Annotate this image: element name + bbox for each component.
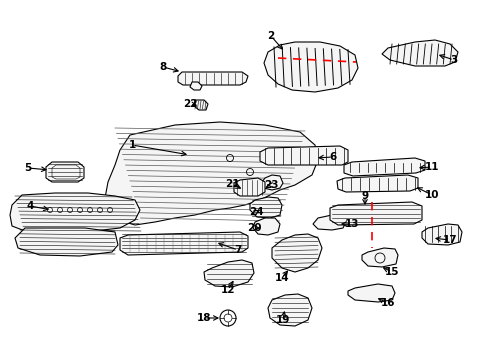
Polygon shape — [178, 72, 248, 85]
Text: 11: 11 — [425, 162, 439, 172]
Polygon shape — [262, 175, 283, 190]
Text: 17: 17 — [442, 235, 457, 245]
Text: 12: 12 — [221, 285, 235, 295]
Polygon shape — [250, 197, 282, 218]
Polygon shape — [330, 202, 422, 225]
Polygon shape — [382, 40, 458, 66]
Polygon shape — [105, 122, 318, 225]
Text: 19: 19 — [276, 315, 290, 325]
Polygon shape — [234, 178, 265, 196]
Polygon shape — [120, 232, 248, 255]
Text: 20: 20 — [247, 223, 261, 233]
Text: 18: 18 — [197, 313, 211, 323]
Polygon shape — [194, 100, 208, 110]
Polygon shape — [264, 42, 358, 92]
Polygon shape — [268, 294, 312, 326]
Text: 24: 24 — [249, 207, 263, 217]
Text: 8: 8 — [159, 62, 167, 72]
Text: 15: 15 — [385, 267, 399, 277]
Polygon shape — [362, 248, 398, 267]
Text: 13: 13 — [345, 219, 359, 229]
Text: 14: 14 — [275, 273, 289, 283]
Text: 4: 4 — [26, 201, 34, 211]
Polygon shape — [344, 158, 425, 176]
Polygon shape — [190, 82, 202, 90]
Polygon shape — [422, 224, 462, 245]
Text: 10: 10 — [425, 190, 439, 200]
Polygon shape — [15, 228, 118, 256]
Polygon shape — [313, 215, 346, 230]
Polygon shape — [253, 218, 280, 235]
Polygon shape — [337, 175, 418, 192]
Polygon shape — [260, 146, 348, 165]
Text: 21: 21 — [225, 179, 239, 189]
Polygon shape — [348, 284, 395, 302]
Polygon shape — [272, 234, 322, 272]
Polygon shape — [204, 260, 254, 287]
Text: 6: 6 — [329, 152, 337, 162]
Text: 7: 7 — [234, 245, 242, 255]
Text: 23: 23 — [264, 180, 278, 190]
Polygon shape — [10, 193, 140, 233]
Text: 3: 3 — [450, 55, 458, 65]
Text: 1: 1 — [128, 140, 136, 150]
Text: 5: 5 — [24, 163, 32, 173]
Text: 22: 22 — [183, 99, 197, 109]
Text: 2: 2 — [268, 31, 274, 41]
Text: 9: 9 — [362, 191, 368, 201]
Text: 16: 16 — [381, 298, 395, 308]
Polygon shape — [46, 162, 84, 182]
